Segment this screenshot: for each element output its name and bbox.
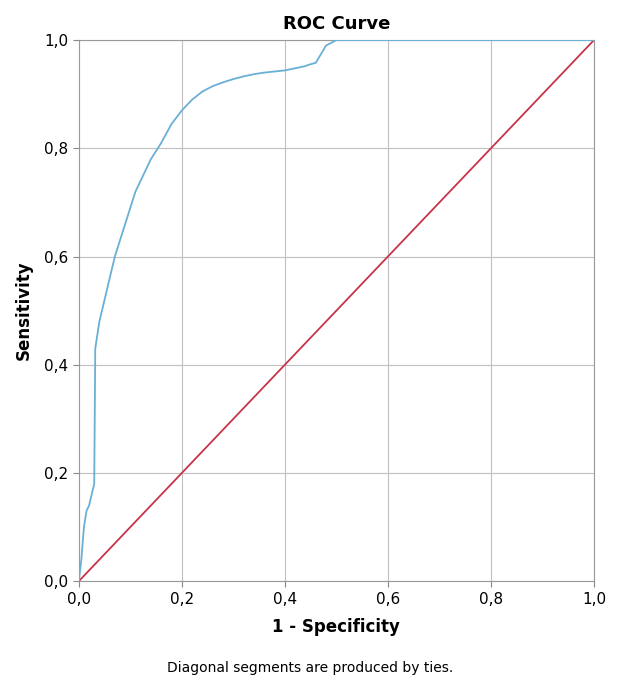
Text: Diagonal segments are produced by ties.: Diagonal segments are produced by ties. (168, 661, 453, 675)
X-axis label: 1 - Specificity: 1 - Specificity (273, 618, 401, 636)
Y-axis label: Sensitivity: Sensitivity (15, 261, 33, 360)
Title: ROC Curve: ROC Curve (283, 15, 390, 33)
